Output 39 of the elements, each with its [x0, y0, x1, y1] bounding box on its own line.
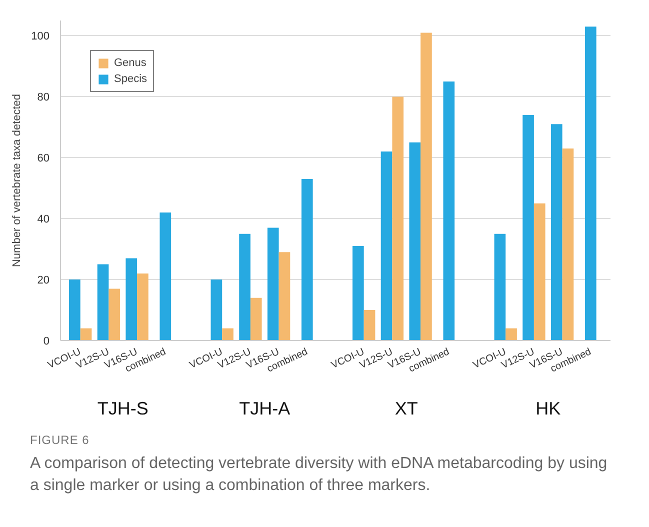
bar — [80, 328, 92, 340]
text: XT — [394, 398, 418, 418]
bar — [494, 234, 506, 340]
bar — [267, 228, 279, 340]
bar — [392, 96, 404, 340]
text: A comparison of detecting vertebrate diversity with eDNA metabarcoding by using a single marker or using a combination of three markers. — [30, 454, 608, 496]
bar — [352, 246, 364, 340]
y-tick-label: 100 — [31, 30, 50, 43]
bar — [126, 258, 138, 340]
bar — [364, 310, 376, 340]
caption: FIGURE 6 — [30, 432, 90, 449]
bar — [69, 280, 80, 340]
bar — [380, 152, 392, 340]
bar — [506, 328, 517, 340]
y-tick-label: 0 — [43, 336, 50, 348]
y-axis-title: Number of vertebrate taxa detected — [11, 94, 24, 268]
bar — [108, 288, 120, 340]
text: TJH-S — [97, 398, 148, 418]
bar — [409, 142, 421, 340]
y-tick-label: 80 — [37, 92, 50, 104]
bar — [137, 273, 148, 340]
bar — [250, 298, 262, 340]
legend-label: Specis — [114, 73, 148, 85]
bar — [420, 32, 432, 340]
bar — [239, 234, 250, 340]
bar — [278, 252, 290, 340]
bar — [534, 203, 546, 340]
legend-label: Genus — [114, 57, 146, 69]
bar — [550, 124, 562, 340]
bar — [222, 328, 234, 340]
y-tick-label: 60 — [37, 152, 50, 165]
y-tick-label: 20 — [37, 274, 50, 287]
bar — [522, 114, 534, 340]
text: TJH-A — [239, 398, 290, 418]
bar — [97, 264, 109, 340]
bar — [562, 148, 574, 340]
y-tick-label: 40 — [37, 214, 50, 226]
bar — [210, 280, 222, 340]
text: HK — [536, 398, 561, 418]
